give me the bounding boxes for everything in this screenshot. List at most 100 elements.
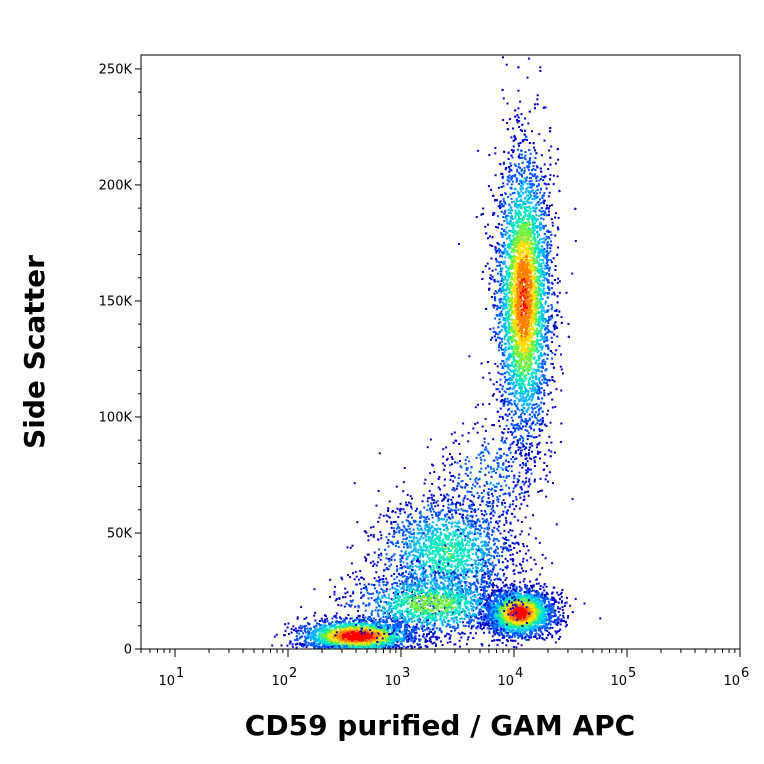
data-point: [543, 254, 546, 257]
data-point: [508, 371, 510, 374]
data-point: [529, 334, 532, 337]
data-point: [524, 158, 527, 161]
data-point: [512, 376, 515, 379]
data-point: [531, 169, 533, 172]
data-point: [553, 309, 556, 312]
data-point: [522, 437, 525, 440]
data-point: [527, 249, 530, 252]
data-point: [520, 291, 523, 294]
data-point: [510, 335, 513, 338]
data-point: [504, 193, 507, 195]
data-point: [519, 286, 522, 289]
data-point: [532, 383, 534, 386]
data-point: [533, 266, 536, 269]
data-point: [526, 218, 528, 221]
data-point: [504, 233, 507, 236]
data-point: [528, 279, 531, 282]
data-point: [543, 182, 546, 185]
data-point: [543, 241, 546, 244]
data-point: [533, 478, 536, 481]
data-point: [519, 344, 522, 347]
data-point: [519, 231, 522, 233]
data-point: [528, 186, 531, 189]
data-point: [529, 231, 532, 234]
data-point: [525, 200, 528, 203]
data-point: [515, 304, 517, 306]
data-point: [527, 370, 530, 373]
data-point: [526, 183, 529, 186]
data-point: [530, 283, 533, 286]
data-point: [543, 317, 546, 320]
data-point: [528, 332, 531, 335]
data-point: [507, 158, 510, 160]
data-point: [517, 362, 520, 365]
data-point: [560, 389, 563, 392]
data-point: [542, 381, 545, 384]
data-point: [533, 388, 536, 391]
data-point: [535, 359, 538, 362]
data-point: [522, 268, 525, 271]
data-point: [526, 76, 529, 79]
data-point: [533, 174, 536, 177]
data-point: [540, 275, 543, 278]
data-point: [546, 251, 549, 254]
data-point: [539, 188, 542, 191]
data-point: [498, 331, 501, 334]
data-point: [525, 350, 528, 353]
data-point: [533, 192, 536, 194]
data-point: [539, 381, 542, 384]
data-point: [519, 205, 522, 208]
data-point: [524, 454, 527, 457]
data-point: [527, 408, 529, 411]
data-point: [515, 200, 518, 203]
data-point: [530, 310, 533, 313]
data-point: [509, 186, 512, 189]
data-point: [506, 403, 509, 406]
data-point: [538, 345, 541, 348]
data-point: [513, 474, 516, 477]
data-point: [509, 328, 512, 331]
data-point: [548, 149, 551, 152]
data-point: [519, 316, 522, 319]
data-point: [519, 452, 522, 455]
data-point: [524, 209, 527, 212]
data-point: [501, 436, 504, 439]
data-point: [518, 296, 521, 299]
data-point: [526, 394, 529, 397]
data-point: [508, 203, 511, 206]
data-point: [524, 228, 527, 231]
data-point: [518, 310, 521, 313]
data-point: [513, 356, 516, 359]
data-point: [516, 264, 519, 267]
data-point: [516, 148, 519, 151]
data-point: [524, 280, 527, 283]
data-point: [521, 256, 524, 259]
data-point: [517, 89, 520, 92]
data-point: [542, 366, 545, 369]
data-point: [477, 149, 480, 152]
data-point: [526, 358, 529, 361]
data-point: [500, 287, 503, 290]
data-point: [527, 122, 530, 125]
data-point: [536, 304, 539, 307]
data-point: [536, 259, 538, 261]
data-point: [526, 280, 529, 283]
data-point: [517, 165, 520, 168]
data-point: [533, 368, 536, 371]
data-point: [540, 296, 542, 299]
data-point: [530, 251, 533, 254]
data-point: [517, 307, 519, 309]
data-point: [548, 243, 551, 246]
data-point: [507, 428, 510, 430]
data-point: [507, 347, 510, 350]
data-point: [523, 169, 526, 172]
data-point: [500, 280, 503, 282]
data-point: [499, 321, 502, 324]
data-point: [541, 323, 544, 326]
data-point: [529, 213, 532, 216]
data-point: [515, 353, 518, 356]
data-point: [538, 209, 541, 212]
data-point: [520, 338, 523, 341]
data-point: [522, 245, 525, 248]
data-point: [552, 183, 555, 186]
